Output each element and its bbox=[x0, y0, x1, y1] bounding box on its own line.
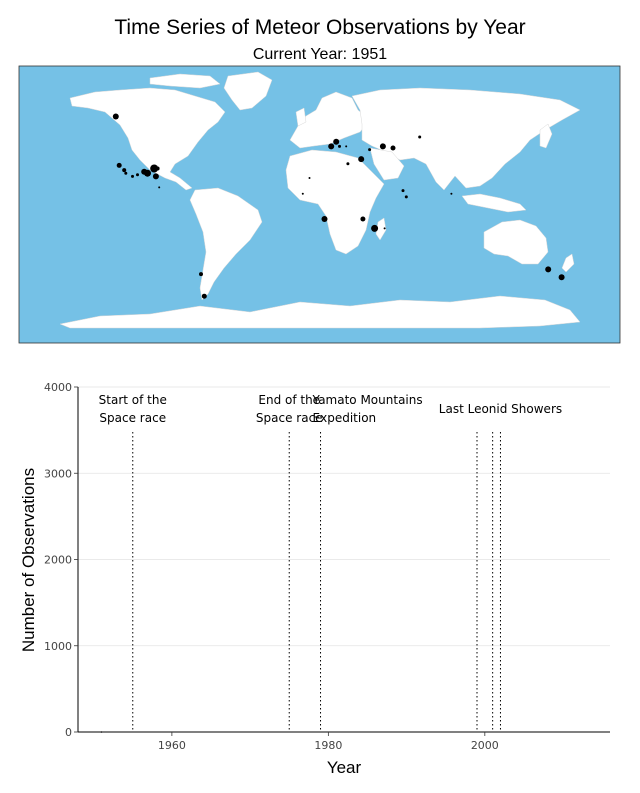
map-point-0 bbox=[112, 113, 119, 120]
annotation-label-0-0: Start of the bbox=[99, 393, 167, 407]
map-point-2 bbox=[122, 168, 127, 173]
map-point-31 bbox=[371, 224, 379, 232]
map-point-30 bbox=[360, 216, 366, 222]
map-point-13 bbox=[201, 293, 207, 299]
y-tick-label-3: 3000 bbox=[44, 467, 72, 480]
map-point-17 bbox=[333, 138, 340, 145]
map-point-23 bbox=[379, 143, 386, 150]
map-point-26 bbox=[404, 195, 408, 199]
x-tick-label-1: 1980 bbox=[314, 739, 342, 752]
map-point-7 bbox=[144, 169, 151, 177]
map-point-5 bbox=[136, 173, 139, 177]
y-axis-title: Number of Observations bbox=[19, 468, 38, 652]
africa bbox=[285, 149, 385, 255]
event-annotations: Start of the Space race End of the Space ra… bbox=[99, 393, 562, 732]
greenland bbox=[223, 71, 273, 111]
map-point-15 bbox=[308, 177, 311, 179]
map-point-27 bbox=[418, 135, 422, 139]
map-point-3 bbox=[124, 171, 128, 175]
south-america bbox=[189, 187, 263, 301]
x-tick-label-2: 2000 bbox=[471, 739, 499, 752]
y-tick-label-4: 4000 bbox=[44, 381, 72, 394]
map-point-10 bbox=[152, 173, 159, 180]
map-point-34 bbox=[558, 274, 565, 281]
annotation-label-0-1: Space race bbox=[99, 411, 166, 425]
asia bbox=[351, 87, 581, 191]
map-point-28 bbox=[450, 192, 453, 195]
antarctica bbox=[59, 295, 581, 329]
north-america bbox=[69, 87, 226, 191]
map-point-25 bbox=[401, 189, 405, 193]
map-point-33 bbox=[545, 266, 552, 273]
annotation-label-1-0: End of the bbox=[258, 393, 320, 407]
map-point-16 bbox=[328, 143, 335, 150]
new-zealand bbox=[561, 253, 575, 273]
annotation-label-5-0: Last Leonid Showers bbox=[439, 402, 562, 416]
map-point-32 bbox=[383, 227, 386, 230]
map-point-21 bbox=[358, 156, 365, 163]
map-points bbox=[112, 113, 565, 299]
x-tick-label-0: 1960 bbox=[158, 739, 186, 752]
map-point-4 bbox=[131, 174, 134, 178]
arctic-islands bbox=[149, 73, 221, 89]
map-point-1 bbox=[116, 162, 122, 168]
europe bbox=[289, 91, 371, 149]
map-point-24 bbox=[390, 145, 396, 151]
british-isles bbox=[295, 107, 307, 127]
chart-grid bbox=[78, 386, 610, 733]
annotation-label-2-1: Expedition bbox=[313, 411, 377, 425]
chart-axes: 0 1000 2000 3000 4000 1960 1980 2000 bbox=[44, 381, 610, 752]
map-point-14 bbox=[301, 192, 304, 195]
arabian-peninsula bbox=[369, 147, 405, 181]
map-point-11 bbox=[158, 186, 161, 189]
madagascar bbox=[375, 217, 387, 241]
australia bbox=[483, 219, 549, 265]
x-axis-title: Year bbox=[327, 758, 362, 777]
y-tick-label-2: 2000 bbox=[44, 554, 72, 567]
map-point-8 bbox=[150, 164, 159, 173]
land-masses bbox=[59, 71, 581, 329]
chart-subtitle: Current Year: 1951 bbox=[252, 46, 388, 63]
map-point-19 bbox=[345, 145, 348, 148]
indonesia bbox=[461, 193, 527, 213]
map-point-20 bbox=[346, 162, 350, 166]
map-point-22 bbox=[368, 148, 372, 152]
map-point-18 bbox=[338, 144, 341, 148]
japan bbox=[539, 123, 553, 149]
y-tick-label-0: 0 bbox=[65, 726, 72, 739]
map-point-29 bbox=[321, 216, 328, 222]
y-tick-label-1: 1000 bbox=[44, 640, 72, 653]
annotation-label-1-1: Space race bbox=[256, 411, 323, 425]
annotation-label-2-0: Yamato Mountains bbox=[312, 393, 423, 407]
chart-title: Time Series of Meteor Observations by Ye… bbox=[114, 16, 526, 39]
map-point-12 bbox=[199, 272, 203, 277]
map-point-9 bbox=[155, 166, 160, 171]
